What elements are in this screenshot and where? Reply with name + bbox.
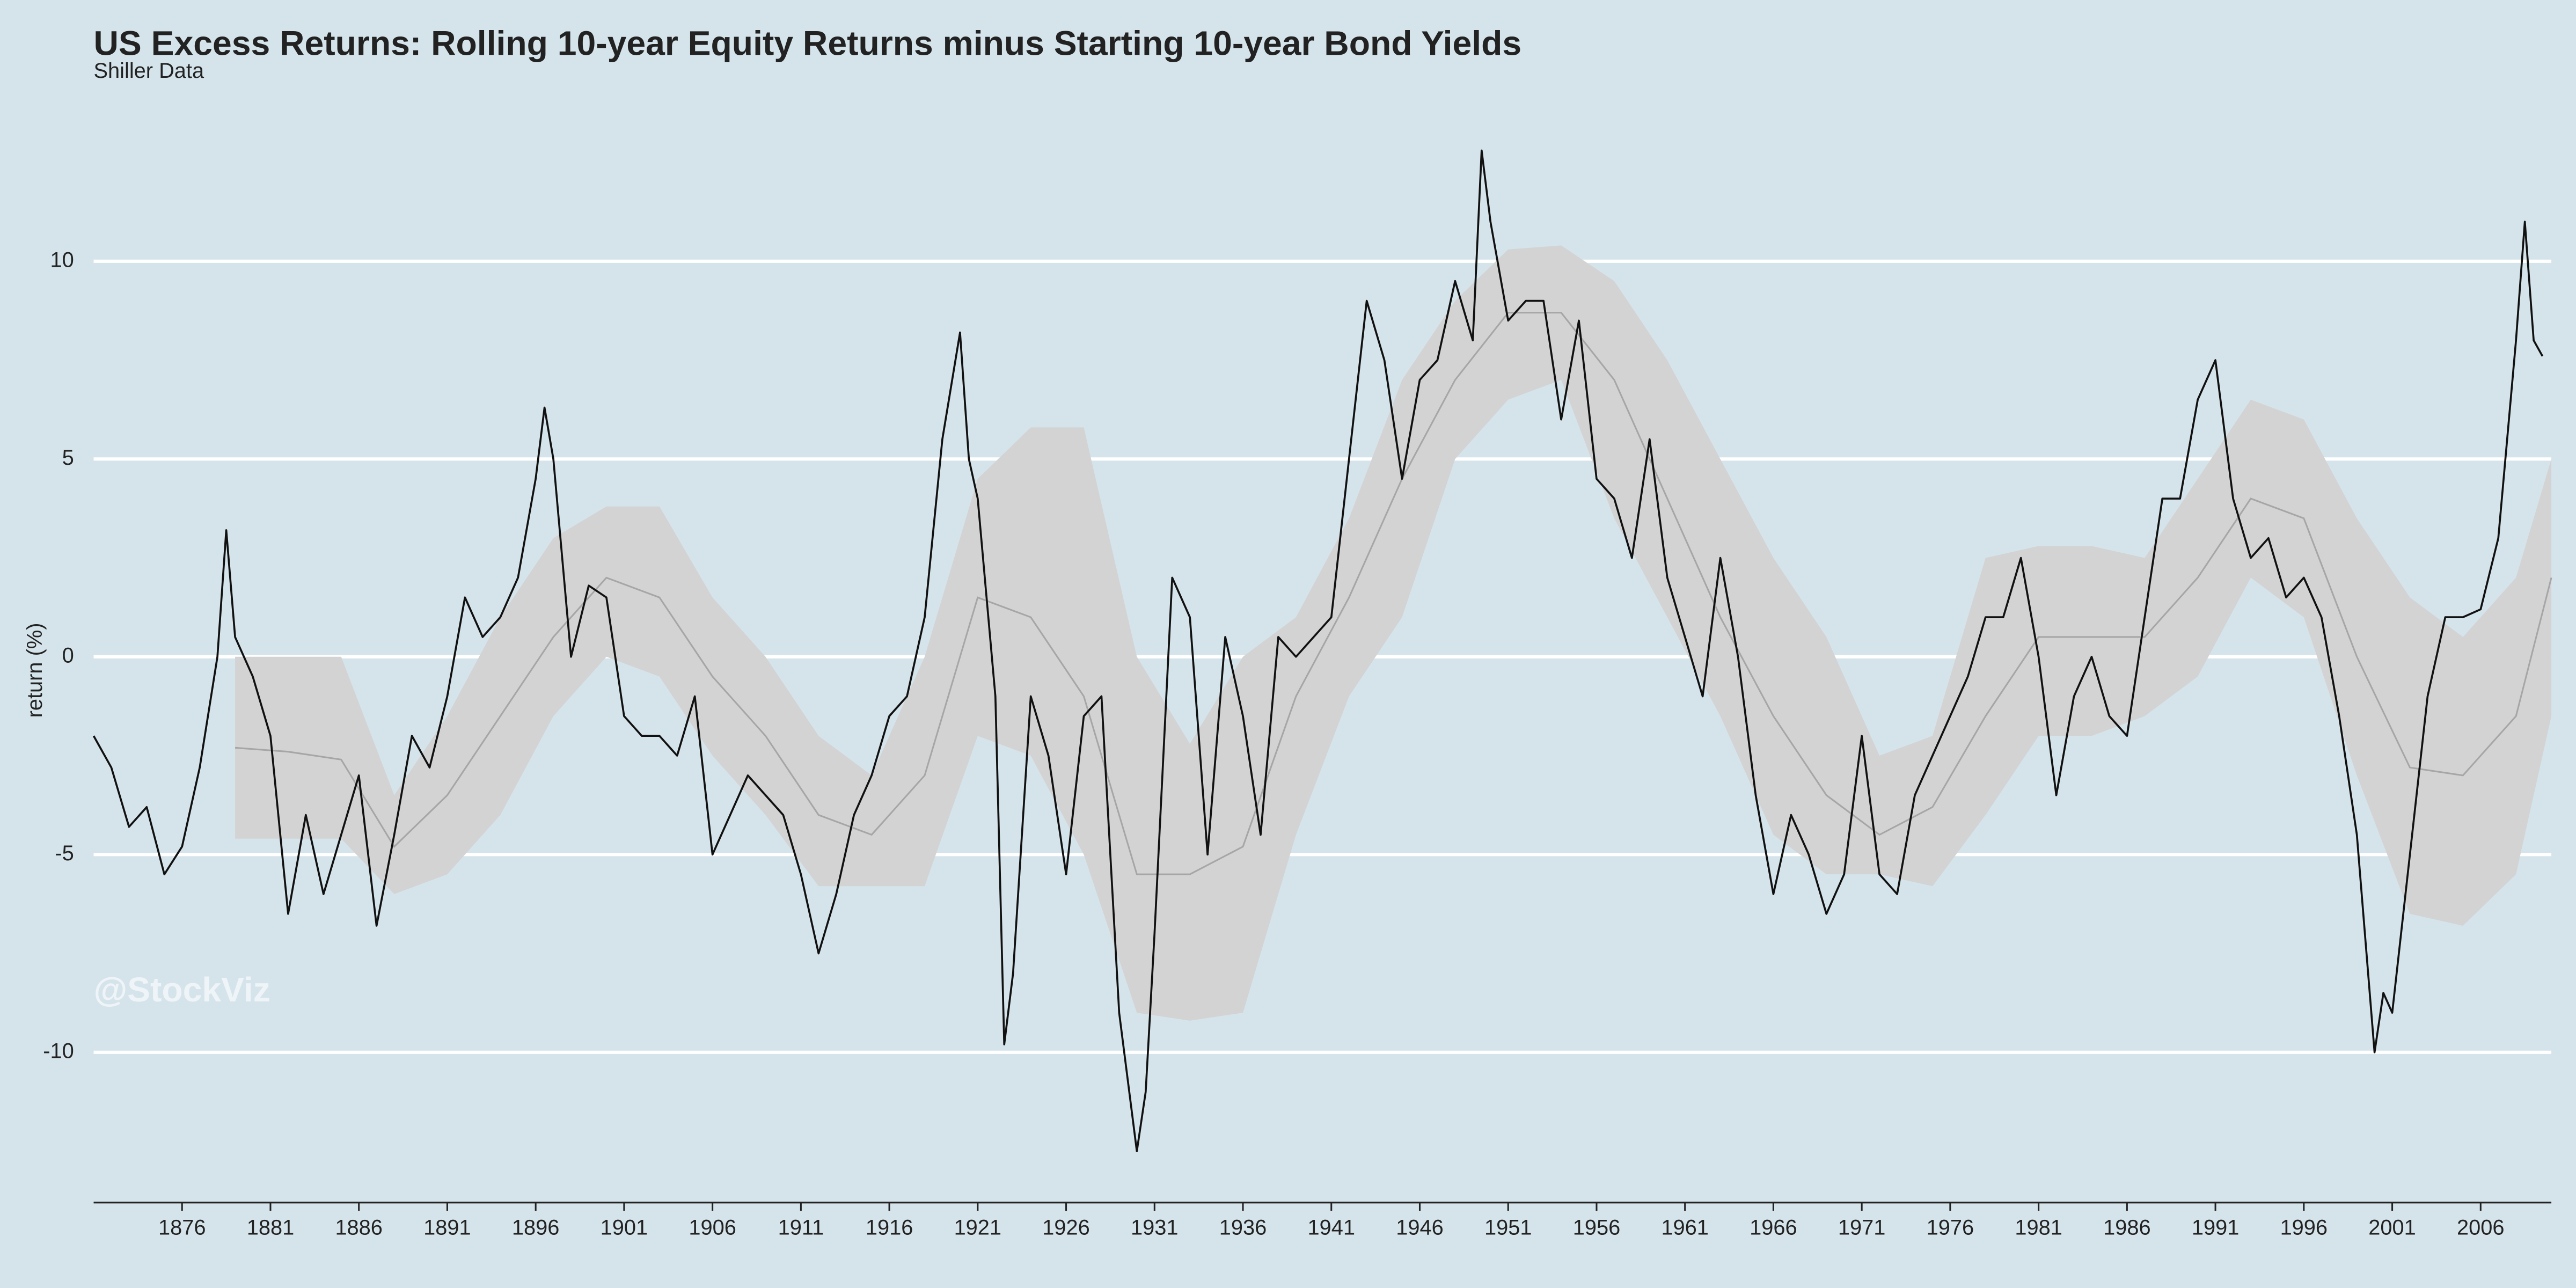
x-tick-label: 1956 [1573, 1216, 1621, 1239]
y-axis-label: return (%) [23, 623, 47, 718]
x-tick-label: 1941 [1308, 1216, 1355, 1239]
x-tick-label: 1961 [1661, 1216, 1709, 1239]
x-tick-label: 1946 [1396, 1216, 1443, 1239]
x-tick-label: 1991 [2192, 1216, 2240, 1239]
y-tick-label: -10 [43, 1039, 74, 1063]
x-tick-label: 1936 [1219, 1216, 1267, 1239]
x-tick-label: 1986 [2103, 1216, 2151, 1239]
chart-title: US Excess Returns: Rolling 10-year Equit… [93, 24, 1521, 63]
x-tick-label: 1886 [335, 1216, 383, 1239]
x-tick-label: 2006 [2457, 1216, 2505, 1239]
x-tick-label: 2001 [2368, 1216, 2416, 1239]
x-tick-label: 1976 [1927, 1216, 1974, 1239]
x-tick-label: 1981 [2015, 1216, 2062, 1239]
x-tick-label: 1911 [778, 1216, 824, 1239]
x-tick-label: 1951 [1484, 1216, 1532, 1239]
data-line [92, 149, 2544, 1152]
x-tick-label: 1916 [866, 1216, 913, 1239]
x-tick-label: 1971 [1838, 1216, 1886, 1239]
x-tick-label: 1876 [158, 1216, 206, 1239]
x-tick-label: 1881 [247, 1216, 295, 1239]
x-tick-label: 1996 [2280, 1216, 2328, 1239]
x-tick-label: 1891 [423, 1216, 471, 1239]
x-tick-label: 1906 [689, 1216, 736, 1239]
y-tick-label: 0 [62, 643, 74, 667]
chart-subtitle: Shiller Data [93, 59, 204, 83]
y-tick-label: 5 [62, 446, 74, 470]
x-tick-label: 1931 [1131, 1216, 1179, 1239]
band-area [235, 245, 2552, 1021]
x-tick-label: 1926 [1042, 1216, 1089, 1239]
x-tick-label: 1966 [1750, 1216, 1797, 1239]
x-tick-label: 1921 [954, 1216, 1001, 1239]
y-tick-label: -5 [55, 841, 74, 865]
x-tick-label: 1901 [601, 1216, 648, 1239]
watermark: @StockViz [93, 970, 270, 1009]
y-tick-label: 10 [50, 248, 74, 272]
x-tick-label: 1896 [512, 1216, 560, 1239]
